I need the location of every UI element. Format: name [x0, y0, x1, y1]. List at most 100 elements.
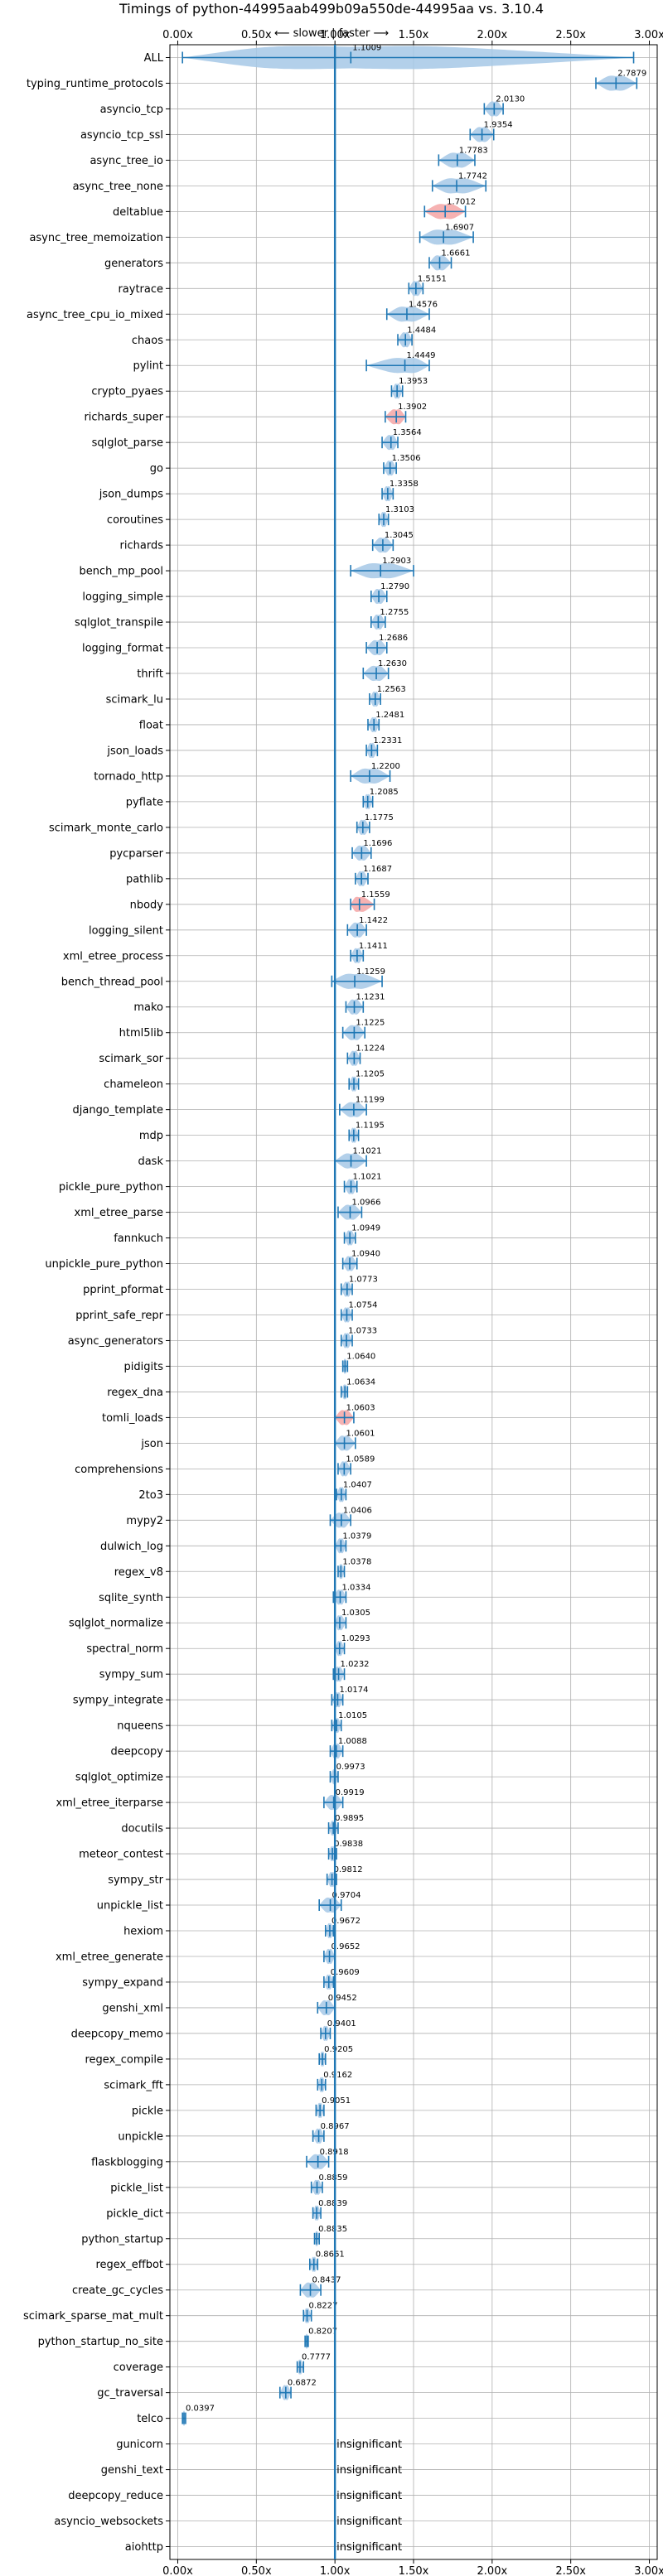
value-label: 1.2200 — [371, 762, 400, 771]
value-label: 1.2686 — [379, 634, 408, 643]
value-label: 1.2790 — [380, 582, 409, 591]
category-label: chameleon — [104, 1078, 163, 1091]
category-label: crypto_pyaes — [91, 386, 163, 398]
category-label: scimark_lu — [106, 693, 163, 706]
value-label: 1.1021 — [353, 1173, 382, 1182]
category-label: asyncio_tcp — [100, 104, 163, 116]
value-label: 1.0754 — [348, 1300, 377, 1310]
value-label: 1.0406 — [343, 1506, 372, 1515]
category-label: spectral_norm — [86, 1643, 163, 1656]
value-label: 1.0088 — [338, 1737, 367, 1746]
category-label: telco — [137, 2413, 163, 2425]
category-label: 2to3 — [138, 1489, 163, 1502]
bottom-tick-label: 2.50x — [555, 2565, 586, 2576]
category-label: pprint_safe_repr — [75, 1310, 163, 1322]
category-label: ALL — [144, 52, 164, 65]
value-label: 0.9162 — [323, 2071, 352, 2080]
category-label: sympy_integrate — [73, 1695, 163, 1707]
value-label: 0.8207 — [308, 2328, 337, 2337]
category-label: pyflate — [126, 796, 163, 808]
top-tick-label: 0.00x — [162, 29, 193, 41]
value-label: 1.2331 — [373, 736, 402, 745]
value-label: 1.0589 — [346, 1454, 375, 1464]
value-label: 2.7879 — [617, 69, 646, 78]
insignificant-label: insignificant — [336, 2490, 402, 2502]
category-label: json_dumps — [99, 489, 163, 501]
category-label: deepcopy_memo — [71, 2028, 163, 2040]
top-tick-label: 2.00x — [477, 29, 508, 41]
category-label: scimark_fft — [104, 2079, 163, 2091]
value-label: 0.9973 — [336, 1763, 365, 1772]
value-label: 0.8661 — [316, 2250, 345, 2260]
category-label: bench_mp_pool — [79, 566, 163, 578]
value-label: 0.8437 — [312, 2276, 341, 2285]
category-label: pickle_dict — [106, 2207, 163, 2220]
category-label: sqlglot_normalize — [69, 1618, 163, 1630]
value-label: 0.9704 — [332, 1891, 361, 1900]
category-label: regex_dna — [107, 1387, 163, 1399]
category-label: scimark_monte_carlo — [49, 822, 163, 834]
category-label: thrift — [137, 668, 163, 681]
value-label: 1.1259 — [356, 967, 385, 977]
category-label: unpickle — [118, 2130, 163, 2143]
chart-title: Timings of python-44995aab499b09a550de-4… — [119, 1, 544, 17]
plot-frame — [169, 44, 658, 2560]
category-label: nqueens — [117, 1720, 163, 1733]
value-label: 0.6872 — [288, 2379, 317, 2388]
category-label: sympy_expand — [82, 1976, 163, 1989]
value-label: 0.9812 — [334, 1865, 363, 1874]
value-label: 1.9354 — [484, 120, 513, 129]
bottom-tick-labels: 0.00x 0.50x 1.00x 1.50x 2.00x 2.50x 3.00x — [162, 2559, 663, 2576]
value-label: 1.2085 — [370, 788, 399, 797]
value-label: 1.0773 — [349, 1276, 378, 1285]
category-label: regex_effbot — [95, 2259, 163, 2271]
category-label: html5lib — [119, 1027, 163, 1040]
value-label: 0.9051 — [322, 2096, 351, 2106]
category-label: coroutines — [107, 514, 163, 527]
insignificant-label: insignificant — [336, 2464, 402, 2477]
category-label: dask — [138, 1155, 163, 1168]
value-label: 1.0603 — [346, 1403, 375, 1412]
value-label: 0.9919 — [336, 1788, 365, 1797]
category-label: pidigits — [124, 1361, 164, 1373]
value-label: 1.2630 — [378, 659, 407, 668]
bottom-tick-label: 0.00x — [162, 2565, 193, 2576]
value-label: 1.0232 — [341, 1660, 370, 1669]
value-label: 0.8227 — [309, 2302, 338, 2311]
value-label: 1.3358 — [390, 480, 419, 489]
top-tick-label: 2.50x — [555, 29, 586, 41]
category-label: xml_etree_process — [63, 950, 163, 962]
value-label: 0.7777 — [302, 2353, 331, 2362]
category-label: gunicorn — [116, 2439, 163, 2451]
category-label: sqlite_synth — [99, 1592, 163, 1604]
category-label: regex_compile — [85, 2053, 163, 2066]
category-label: scimark_sor — [99, 1053, 163, 1065]
category-label: tornado_http — [94, 770, 163, 783]
category-label: sympy_sum — [99, 1669, 163, 1681]
value-label: 1.2481 — [375, 711, 404, 720]
bottom-tick-label: 1.00x — [320, 2565, 351, 2576]
category-label: flaskblogging — [91, 2156, 163, 2168]
value-label: 2.0130 — [496, 94, 525, 104]
value-label: 0.8839 — [318, 2199, 347, 2208]
category-label: async_tree_cpu_io_mixed — [27, 309, 163, 321]
insignificant-label: insignificant — [336, 2516, 402, 2528]
category-label: hexiom — [123, 1926, 163, 1938]
category-label: deltablue — [113, 206, 163, 219]
category-label: generators — [104, 258, 163, 270]
value-label: 1.7783 — [459, 146, 488, 155]
value-label: 1.7012 — [447, 197, 476, 206]
category-label: pickle_list — [110, 2182, 163, 2194]
value-label: 1.0949 — [351, 1224, 380, 1233]
value-label: 1.0634 — [346, 1377, 375, 1387]
category-label: xml_etree_parse — [75, 1207, 163, 1219]
category-label: mako — [133, 1001, 163, 1014]
category-label: asyncio_tcp_ssl — [80, 129, 163, 142]
category-label: deepcopy_reduce — [68, 2490, 163, 2502]
top-tick-label: 3.00x — [634, 29, 663, 41]
insignificant-label: insignificant — [336, 2439, 402, 2451]
category-label: richards_super — [84, 412, 163, 424]
category-label: mdp — [139, 1130, 163, 1142]
category-label: django_template — [73, 1104, 163, 1117]
